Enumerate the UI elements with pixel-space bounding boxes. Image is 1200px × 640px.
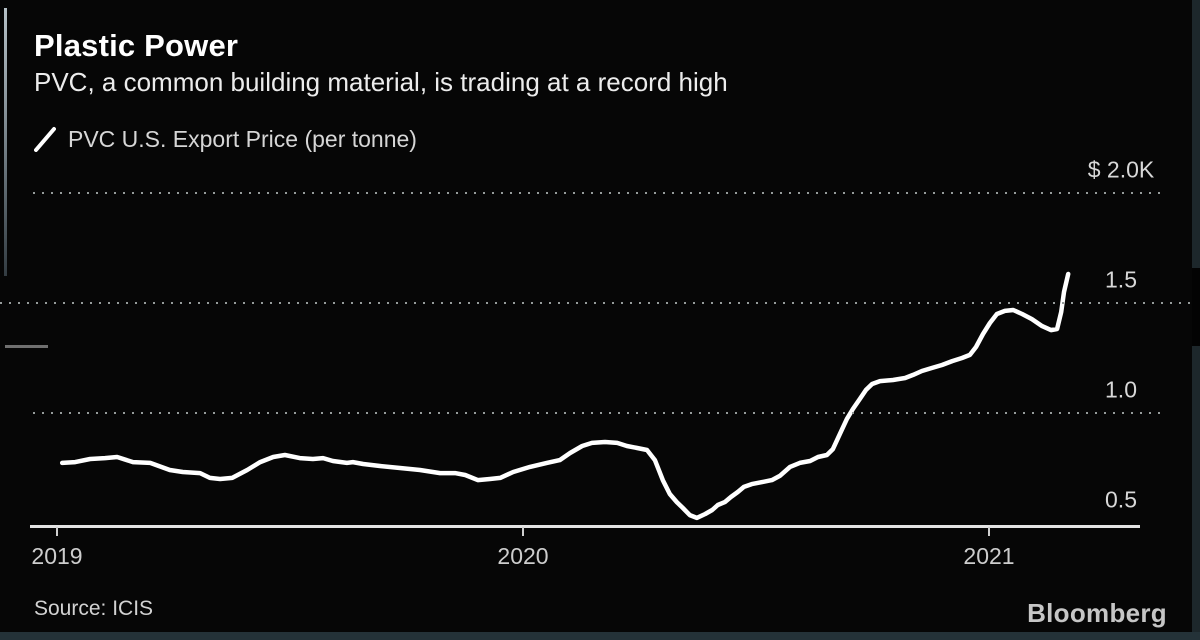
x-tick-label: 2019 bbox=[31, 543, 83, 569]
bloomberg-logo: Bloomberg bbox=[1027, 598, 1167, 628]
y-tick-label: 0.5 bbox=[1105, 486, 1137, 513]
legend-label: PVC U.S. Export Price (per tonne) bbox=[68, 125, 417, 152]
left-edge-artifact bbox=[4, 8, 7, 276]
x-tick-label: 2020 bbox=[497, 543, 549, 569]
gridline bbox=[0, 302, 1200, 304]
line-series-marker-icon bbox=[34, 127, 56, 152]
chart-title: Plastic Power bbox=[34, 28, 239, 63]
right-edge-notch bbox=[1192, 268, 1200, 346]
gridline bbox=[33, 412, 1162, 414]
y-tick-label: 1.0 bbox=[1105, 376, 1137, 403]
source-label: Source: ICIS bbox=[34, 597, 154, 620]
x-tick-mark bbox=[988, 527, 991, 536]
progress-dash-artifact bbox=[5, 345, 48, 348]
gridline bbox=[33, 192, 1162, 194]
y-tick-label: $ 2.0K bbox=[1087, 156, 1155, 183]
x-tick-mark bbox=[522, 527, 525, 536]
x-axis-line bbox=[30, 525, 1140, 528]
legend: PVC U.S. Export Price (per tonne) bbox=[34, 124, 417, 154]
x-tick-label: 2021 bbox=[963, 543, 1015, 569]
bottom-edge-strip bbox=[0, 632, 1200, 640]
y-tick-label: 1.5 bbox=[1105, 266, 1137, 293]
price-line-series bbox=[59, 271, 1071, 521]
x-tick-mark bbox=[56, 527, 59, 536]
chart-subtitle: PVC, a common building material, is trad… bbox=[34, 67, 728, 97]
